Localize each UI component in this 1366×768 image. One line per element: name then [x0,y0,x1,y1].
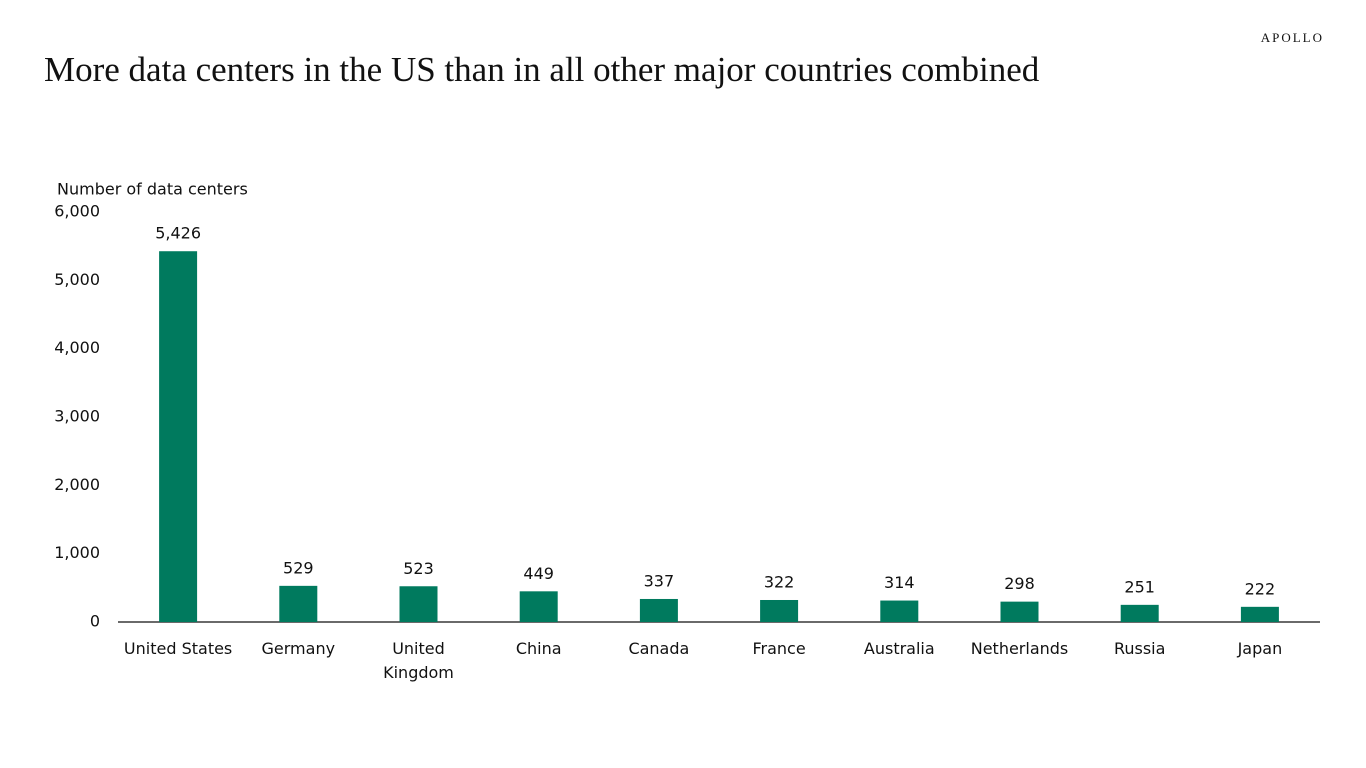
chart-title: More data centers in the US than in all … [44,50,1040,89]
value-label: 322 [764,572,795,591]
x-tick-label: Canada [628,639,690,658]
value-label: 222 [1245,579,1276,598]
bar [399,586,438,622]
value-label: 5,426 [155,224,201,243]
x-tick-label: Japan [1237,639,1283,658]
value-label: 251 [1124,577,1155,596]
value-label: 298 [1004,574,1035,593]
x-tick-label: Russia [1113,639,1166,658]
x-tick-label: Netherlands [970,639,1069,658]
bar [1120,604,1159,622]
bar [1240,606,1279,622]
brand: APOLLO [1260,30,1324,45]
y-tick-label: 4,000 [54,338,100,357]
bar [1000,601,1039,622]
value-label: 314 [884,573,915,592]
value-label: 529 [283,558,314,577]
bar [519,591,558,622]
y-tick-label: 0 [90,612,100,631]
y-tick-label: 1,000 [54,543,100,562]
x-tick-label: United Kingdom [383,639,454,682]
x-tick-label: France [752,639,806,658]
bar [639,598,678,622]
bar [159,251,198,622]
x-tick-label: United States [123,639,233,658]
value-label: 449 [523,564,554,583]
y-tick-label: 3,000 [54,407,100,426]
bar [760,599,799,622]
y-tick-label: 5,000 [54,270,100,289]
y-axis-label: Number of data centers [57,180,248,199]
value-label: 337 [644,571,675,590]
x-tick-label: Germany [261,639,336,658]
y-tick-label: 2,000 [54,475,100,494]
y-tick-label: 6,000 [54,202,100,221]
value-label: 523 [403,559,434,578]
bar [279,585,318,622]
x-tick-label: Australia [863,639,935,658]
bar [880,600,919,622]
x-tick-label: China [515,639,562,658]
